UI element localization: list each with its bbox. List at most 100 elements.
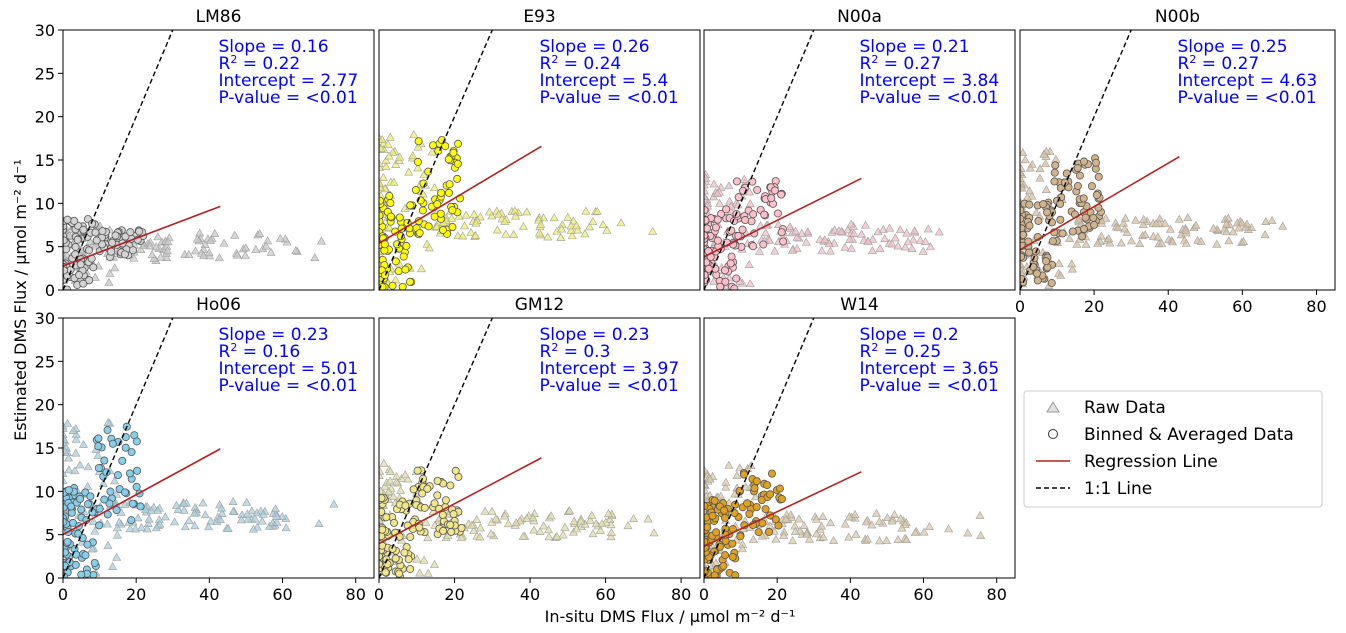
raw-data-point bbox=[893, 534, 903, 543]
binned-data-point bbox=[398, 282, 407, 290]
slope-text: Slope = 0.25 bbox=[1178, 37, 1288, 57]
binned-data-point bbox=[1030, 254, 1039, 263]
binned-data-point bbox=[106, 487, 115, 496]
raw-data-point bbox=[585, 222, 595, 231]
raw-data-point bbox=[228, 506, 238, 515]
raw-data-point bbox=[890, 510, 900, 518]
binned-data-point bbox=[396, 232, 405, 241]
raw-data-point bbox=[91, 241, 101, 250]
binned-data-point bbox=[445, 180, 454, 189]
raw-data-point bbox=[1093, 238, 1103, 247]
raw-data-point bbox=[1267, 215, 1277, 224]
binned-data-point bbox=[1033, 276, 1042, 285]
raw-data-point bbox=[171, 500, 182, 509]
raw-data-point bbox=[149, 253, 159, 262]
raw-data-point bbox=[480, 506, 490, 515]
raw-data-point bbox=[1151, 219, 1161, 228]
raw-data-point bbox=[705, 474, 715, 483]
binned-data-point bbox=[411, 186, 420, 195]
panel-title: W14 bbox=[840, 295, 878, 315]
raw-data-point bbox=[310, 253, 320, 262]
raw-data-point bbox=[592, 206, 602, 215]
raw-data-point bbox=[380, 481, 390, 490]
raw-data-point bbox=[460, 221, 470, 230]
raw-data-point bbox=[206, 516, 216, 525]
binned-data-point bbox=[103, 426, 112, 435]
binned-data-point bbox=[727, 252, 736, 261]
binned-data-point bbox=[1081, 213, 1090, 222]
raw-data-point bbox=[754, 246, 765, 255]
binned-data-point bbox=[391, 554, 400, 563]
raw-data-point bbox=[900, 242, 910, 251]
binned-data-point bbox=[1092, 191, 1101, 200]
raw-data-point bbox=[564, 506, 574, 515]
raw-data-point bbox=[803, 227, 813, 236]
binned-data-point bbox=[379, 525, 387, 534]
raw-data-point bbox=[580, 229, 590, 238]
raw-data-point bbox=[1025, 163, 1035, 172]
raw-data-point bbox=[469, 209, 479, 218]
raw-data-point bbox=[1181, 225, 1191, 234]
raw-data-point bbox=[581, 206, 591, 215]
raw-data-point bbox=[192, 234, 202, 243]
binned-data-point bbox=[1047, 278, 1056, 287]
binned-data-point bbox=[395, 569, 404, 578]
raw-data-point bbox=[243, 514, 253, 523]
y-tick-label: 25 bbox=[35, 64, 55, 83]
binned-data-point bbox=[100, 495, 109, 504]
binned-data-point bbox=[111, 231, 120, 240]
x-tick-label: 0 bbox=[58, 585, 68, 604]
binned-data-point bbox=[1090, 220, 1099, 229]
raw-data-point bbox=[875, 536, 885, 545]
raw-data-point bbox=[566, 225, 576, 234]
raw-data-point bbox=[595, 525, 605, 534]
raw-data-point bbox=[63, 434, 69, 443]
raw-data-point bbox=[1067, 259, 1077, 268]
slope-text: Slope = 0.21 bbox=[860, 37, 970, 57]
raw-data-point bbox=[1234, 223, 1244, 232]
raw-data-point bbox=[846, 243, 856, 252]
one-to-one-line bbox=[63, 30, 174, 290]
intercept-text: Intercept = 5.01 bbox=[219, 359, 359, 379]
binned-data-point bbox=[86, 492, 95, 501]
raw-data-point bbox=[857, 229, 867, 238]
x-tick-label: 60 bbox=[913, 585, 933, 604]
binned-data-point bbox=[777, 228, 786, 237]
binned-data-point bbox=[406, 565, 415, 574]
raw-data-point bbox=[900, 519, 910, 528]
binned-data-point bbox=[754, 528, 763, 537]
panel-plot-area bbox=[704, 318, 986, 578]
raw-data-point bbox=[829, 535, 839, 544]
binned-data-point bbox=[391, 257, 400, 266]
binned-data-point bbox=[731, 500, 740, 509]
intercept-text: Intercept = 4.63 bbox=[1178, 71, 1318, 91]
raw-data-point bbox=[602, 225, 612, 234]
raw-data-point bbox=[603, 509, 613, 518]
y-tick-label: 25 bbox=[35, 352, 55, 371]
raw-data-point bbox=[492, 225, 502, 234]
binned-data-point bbox=[81, 551, 90, 560]
raw-data-point bbox=[141, 505, 151, 513]
binned-data-point bbox=[1039, 200, 1048, 209]
raw-data-point bbox=[552, 532, 562, 540]
raw-data-point bbox=[275, 233, 285, 242]
binned-data-point bbox=[1087, 182, 1096, 191]
r-squared-text: R2 = 0.24 bbox=[540, 53, 622, 74]
raw-data-point bbox=[1221, 219, 1231, 228]
binned-data-point bbox=[711, 264, 720, 273]
raw-data-point bbox=[236, 515, 246, 524]
raw-data-point bbox=[840, 242, 850, 251]
binned-data-point bbox=[1042, 257, 1051, 266]
raw-data-point bbox=[228, 497, 238, 505]
raw-data-point bbox=[895, 225, 905, 234]
raw-data-point bbox=[792, 243, 802, 252]
raw-data-point bbox=[649, 528, 659, 537]
raw-data-point bbox=[270, 504, 280, 513]
raw-data-point bbox=[739, 174, 749, 183]
raw-data-point bbox=[1153, 232, 1163, 241]
raw-data-point bbox=[1116, 238, 1126, 247]
raw-data-point bbox=[90, 272, 100, 281]
raw-data-point bbox=[83, 462, 93, 471]
